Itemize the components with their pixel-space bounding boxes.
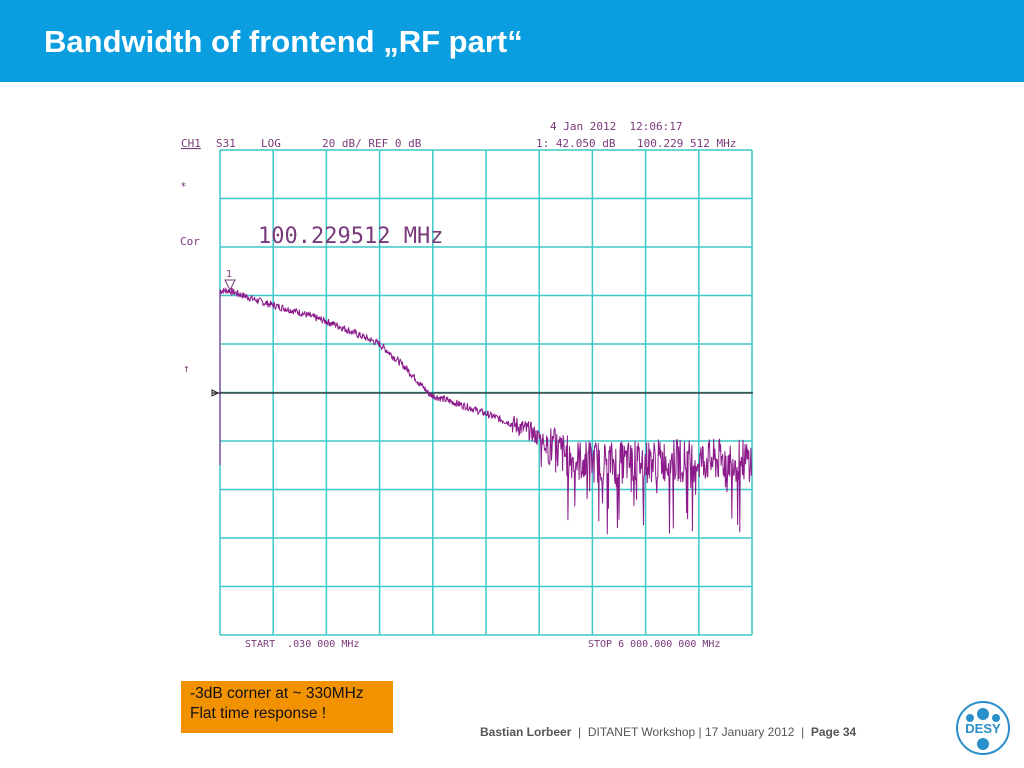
stop-frequency: STOP 6 000.000 000 MHz xyxy=(588,639,720,650)
side-star: * xyxy=(180,180,187,193)
footer-event: DITANET Workshop | 17 January 2012 xyxy=(587,725,795,739)
marker-readout: 1: 42.050 dB xyxy=(536,137,616,150)
side-cor: Cor xyxy=(180,235,200,248)
note-line: Flat time response ! xyxy=(190,705,327,722)
trace-s31 xyxy=(219,287,752,535)
marker-number: 1 xyxy=(226,269,232,280)
footer-separator: | xyxy=(578,725,582,739)
reference-marker-icon xyxy=(211,389,220,397)
big-marker-frequency: 100.229512 MHz xyxy=(258,224,443,249)
scale-label: 20 dB/ REF 0 dB xyxy=(322,137,422,150)
footer-page: Page 34 xyxy=(810,725,857,739)
side-arrow: ↑ xyxy=(183,362,190,375)
desy-logo: DESY xyxy=(956,701,1010,755)
format-label: LOG xyxy=(261,137,281,150)
note-line: -3dB corner at ~ 330MHz xyxy=(190,685,364,702)
note-box: -3dB corner at ~ 330MHz Flat time respon… xyxy=(181,681,393,733)
logo-text: DESY xyxy=(965,721,1001,736)
marker-frequency: 100.229 512 MHz xyxy=(637,137,736,150)
date-time: 4 Jan 2012 12:06:17 xyxy=(550,120,682,133)
slide-title: Bandwidth of frontend „RF part“ xyxy=(44,24,523,59)
title-bar: Bandwidth of frontend „RF part“ xyxy=(0,0,1024,82)
footer-separator: | xyxy=(801,725,805,739)
channel-label: CH1 xyxy=(181,137,201,150)
footer: Bastian Lorbeer | DITANET Workshop | 17 … xyxy=(480,725,856,739)
param-label: S31 xyxy=(216,137,236,150)
footer-author: Bastian Lorbeer xyxy=(480,725,572,739)
marker-triangle-icon xyxy=(224,279,236,292)
start-frequency: START .030 000 MHz xyxy=(245,639,359,650)
